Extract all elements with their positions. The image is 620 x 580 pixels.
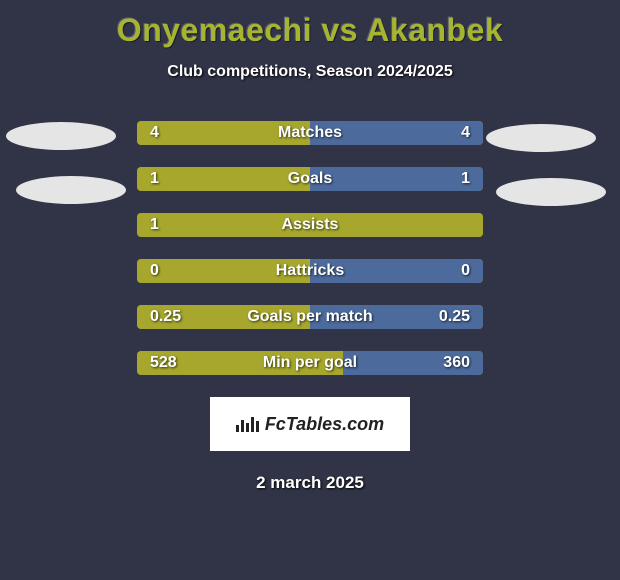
- stat-label: Goals per match: [0, 305, 620, 329]
- logo: FcTables.com: [210, 397, 410, 451]
- stat-label: Hattricks: [0, 259, 620, 283]
- stat-row: 44Matches: [0, 121, 620, 145]
- subtitle: Club competitions, Season 2024/2025: [0, 63, 620, 81]
- stat-label: Assists: [0, 213, 620, 237]
- page-title: Onyemaechi vs Akanbek: [0, 0, 620, 49]
- stat-row: 1Assists: [0, 213, 620, 237]
- date-label: 2 march 2025: [0, 473, 620, 493]
- comparison-rows: 44Matches 11Goals 1Assists 00Hattricks 0.250…: [0, 121, 620, 375]
- logo-text: FcTables.com: [265, 414, 384, 435]
- stat-row: 11Goals: [0, 167, 620, 191]
- stat-row: 528360Min per goal: [0, 351, 620, 375]
- stat-label: Goals: [0, 167, 620, 191]
- stat-label: Min per goal: [0, 351, 620, 375]
- stat-row: 0.250.25Goals per match: [0, 305, 620, 329]
- stat-label: Matches: [0, 121, 620, 145]
- chart-icon: [236, 417, 259, 432]
- stat-row: 00Hattricks: [0, 259, 620, 283]
